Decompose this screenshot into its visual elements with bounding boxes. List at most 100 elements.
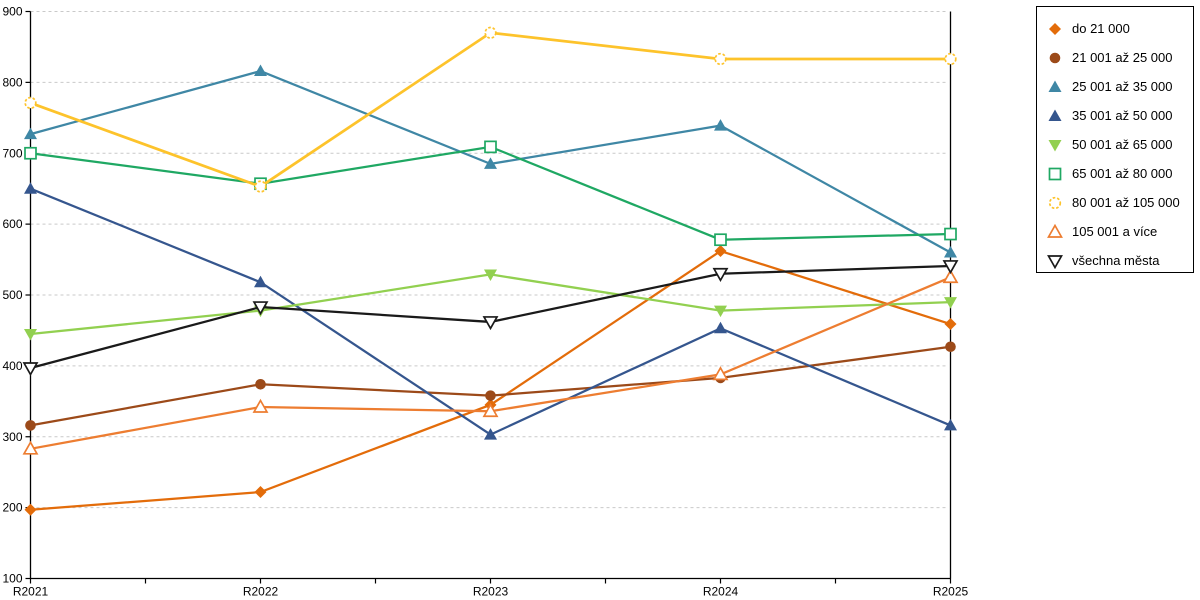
triangle-marker [484, 157, 497, 169]
triangle-legend-icon [1047, 223, 1063, 238]
triangle-marker [22, 440, 39, 455]
triangle-marker [1047, 223, 1063, 238]
diamond-marker [714, 245, 727, 258]
circle-marker [714, 52, 727, 66]
triangle-legend-icon [1048, 109, 1062, 121]
triangle-down-marker [22, 362, 39, 377]
legend: do 21 000 21 001 až 25 000 25 001 až 35 00… [1036, 6, 1194, 273]
legend-item: 25 001 až 35 000 [1047, 72, 1187, 101]
legend-item: do 21 000 [1047, 14, 1187, 43]
triangle-down-marker [484, 269, 497, 281]
triangle-marker [1048, 109, 1062, 121]
x-tick-label: R2023 [473, 585, 509, 599]
legend-item: 21 001 až 25 000 [1047, 43, 1187, 72]
circle-marker [1049, 52, 1061, 63]
series-8 [22, 269, 959, 455]
triangle-marker [254, 64, 267, 77]
legend-label: 80 001 až 105 000 [1072, 195, 1180, 210]
triangle-down-marker [712, 267, 729, 282]
y-tick-label: 200 [2, 501, 22, 515]
circle-marker [24, 96, 37, 110]
triangle-marker [712, 366, 729, 381]
x-tick-label: R2025 [933, 585, 969, 599]
x-tick-label: R2021 [13, 585, 49, 599]
series-line [30, 249, 951, 511]
y-tick-label: 500 [2, 288, 22, 302]
axes: 100 200 300 400 500 600 700 800 900 R2021 R2022 R20… [2, 5, 968, 599]
circle-marker [484, 26, 497, 39]
triangle-down-legend-icon [1047, 254, 1063, 269]
legend-item: všechna města [1047, 246, 1187, 275]
circle-marker [25, 420, 36, 431]
triangle-marker [24, 127, 37, 140]
plot-gridlines [30, 11, 946, 509]
circle-marker [254, 180, 267, 193]
triangle-down-marker [252, 301, 269, 316]
square-marker [944, 227, 957, 241]
triangle-down-marker [1047, 254, 1063, 269]
triangle-marker [944, 245, 957, 258]
triangle-down-marker [1048, 139, 1062, 151]
series-9 [22, 260, 959, 377]
legend-item: 80 001 až 105 000 [1047, 188, 1187, 217]
y-tick-label: 700 [2, 146, 22, 160]
triangle-marker [252, 398, 269, 413]
legend-label: 35 001 až 50 000 [1072, 108, 1173, 123]
series-line [30, 276, 951, 450]
triangle-marker [24, 182, 37, 194]
y-tick-label: 400 [2, 359, 22, 373]
legend-item: 105 001 a více [1047, 217, 1187, 246]
square-marker [1048, 167, 1062, 180]
triangle-marker [1048, 80, 1062, 92]
square-legend-icon [1048, 167, 1062, 180]
square-marker [714, 233, 727, 247]
circle-marker [944, 52, 957, 66]
series-1 [24, 245, 957, 516]
legend-label: 21 001 až 25 000 [1072, 50, 1173, 65]
legend-label: 50 001 až 65 000 [1072, 137, 1173, 152]
triangle-marker [714, 119, 727, 131]
y-tick-label: 600 [2, 217, 22, 231]
triangle-marker [942, 269, 959, 284]
legend-label: 105 001 a více [1072, 224, 1158, 239]
series-6 [24, 140, 957, 247]
series-4 [24, 182, 957, 440]
diamond-legend-icon [1049, 22, 1061, 35]
series-3 [24, 64, 957, 258]
legend-label: do 21 000 [1072, 21, 1130, 36]
triangle-down-marker [944, 297, 957, 309]
legend-item: 50 001 až 65 000 [1047, 130, 1187, 159]
circle-marker [255, 379, 266, 390]
triangle-marker [714, 321, 727, 334]
x-tick-label: R2022 [243, 585, 279, 599]
triangle-marker [484, 428, 497, 440]
triangle-legend-icon [1048, 80, 1062, 92]
triangle-down-marker [714, 305, 727, 318]
legend-label: 65 001 až 80 000 [1072, 166, 1173, 181]
legend-item: 35 001 až 50 000 [1047, 101, 1187, 130]
diamond-marker [254, 486, 267, 499]
triangle-down-marker [482, 316, 499, 331]
y-tick-label: 100 [2, 572, 22, 586]
circle-marker [1048, 196, 1062, 209]
legend-label: 25 001 až 35 000 [1072, 79, 1173, 94]
diamond-marker [944, 318, 957, 331]
y-tick-label: 900 [2, 5, 22, 19]
triangle-marker [944, 418, 957, 431]
triangle-down-marker [24, 328, 37, 341]
x-tick-label: R2024 [703, 585, 739, 599]
triangle-down-marker [942, 260, 959, 275]
diamond-marker [24, 503, 37, 516]
plot-area: 100 200 300 400 500 600 700 800 900 R2021 R2022 R20… [2, 5, 968, 599]
triangle-marker [482, 403, 499, 418]
series-7 [24, 26, 957, 193]
legend-item: 65 001 až 80 000 [1047, 159, 1187, 188]
triangle-marker [254, 275, 267, 288]
y-tick-label: 800 [2, 75, 22, 89]
series-2 [25, 341, 956, 431]
circle-legend-icon [1049, 52, 1061, 63]
square-marker [24, 146, 37, 160]
triangle-down-legend-icon [1048, 139, 1062, 151]
diamond-marker [1049, 22, 1061, 35]
